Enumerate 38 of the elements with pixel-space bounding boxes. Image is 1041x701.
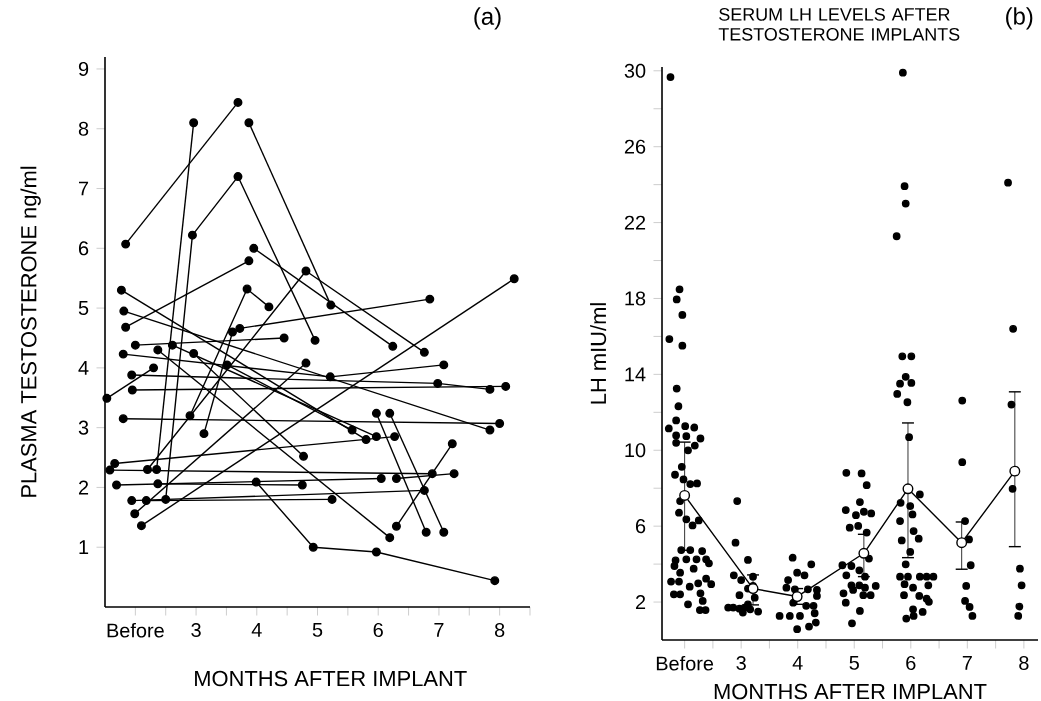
y-tick-label: 1: [79, 540, 89, 555]
y-tick-label: 10: [625, 443, 646, 458]
x-axis-title: MONTHS AFTER IMPLANT: [195, 670, 467, 687]
x-axis-title: MONTHS AFTER IMPLANT: [714, 683, 987, 700]
y-tick-label: 2: [635, 595, 646, 610]
y-tick-label: 9: [78, 61, 89, 76]
y-tick-label: 5: [78, 301, 89, 316]
x-tick-label: Before: [107, 622, 164, 638]
chart-title: SERUM LH LEVELS AFTER TESTOSTERONE IMPLANTS: [718, 8, 960, 41]
y-axis-title: PLASMA TESTOSTERONE ng/ml: [20, 166, 41, 497]
y-tick-label: 8: [78, 121, 89, 136]
x-tick-label: Before: [656, 655, 714, 671]
y-tick-label: 14: [625, 367, 646, 382]
x-tick-label: 6: [906, 655, 916, 671]
x-tick-label: 4: [792, 655, 803, 670]
y-tick-label: 26: [624, 139, 646, 154]
x-tick-label: 8: [494, 622, 505, 638]
x-tick-label: 7: [962, 655, 972, 670]
x-tick-label: 5: [849, 655, 859, 670]
x-tick-label: 3: [191, 622, 201, 638]
y-axis-title: LH mIU/ml: [590, 303, 607, 404]
text: (b): [1006, 7, 1033, 30]
y-tick-label: 3: [78, 420, 89, 435]
y-tick-label: 30: [624, 63, 646, 78]
x-tick-label: 8: [1019, 655, 1029, 671]
y-tick-label: 2: [78, 480, 89, 495]
x-tick-label: 4: [251, 622, 262, 637]
x-tick-label: 6: [373, 622, 383, 638]
y-tick-label: 4: [78, 361, 89, 375]
y-tick-label: 6: [78, 241, 89, 256]
x-tick-label: 7: [434, 622, 444, 637]
y-tick-label: 6: [635, 519, 646, 534]
y-tick-label: 7: [79, 181, 89, 196]
x-tick-label: 5: [312, 622, 323, 637]
x-tick-label: 3: [736, 655, 746, 671]
text: (a): [474, 7, 501, 30]
y-tick-label: 18: [625, 291, 646, 306]
y-tick-label: 22: [624, 215, 646, 230]
